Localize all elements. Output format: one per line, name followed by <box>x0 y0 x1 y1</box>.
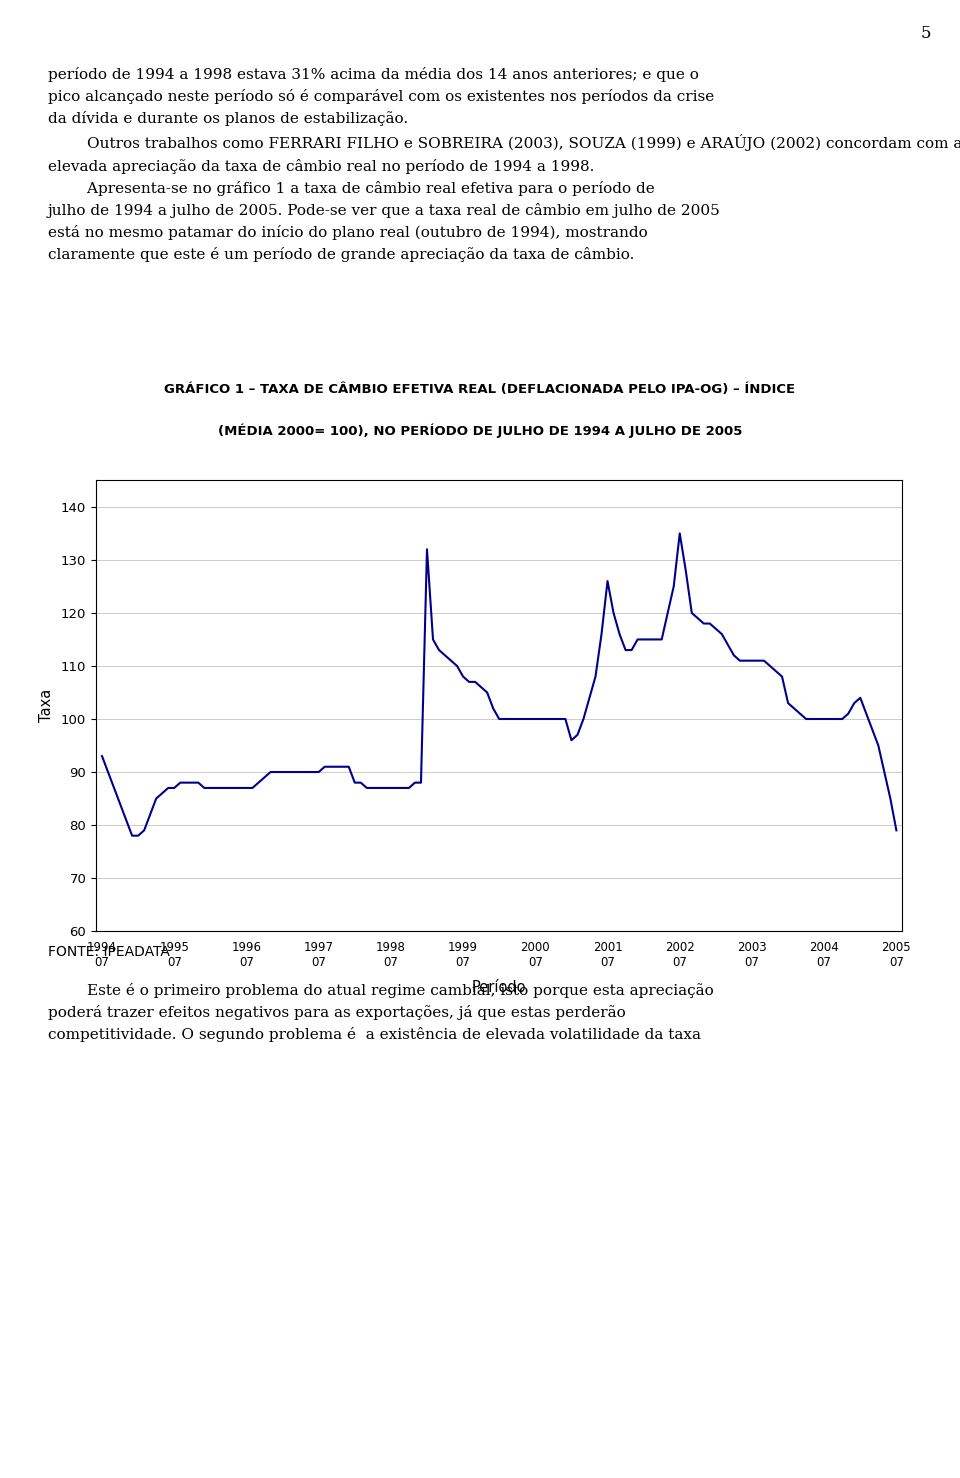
Text: (MÉDIA 2000= 100), NO PERÍODO DE JULHO DE 1994 A JULHO DE 2005: (MÉDIA 2000= 100), NO PERÍODO DE JULHO D… <box>218 424 742 437</box>
X-axis label: Período: Período <box>472 980 526 995</box>
Text: Este é o primeiro problema do atual regime cambial, isto porque esta apreciação
: Este é o primeiro problema do atual regi… <box>48 983 713 1042</box>
Y-axis label: Taxa: Taxa <box>39 689 54 723</box>
Text: GRÁFICO 1 – TAXA DE CÂMBIO EFETIVA REAL (DEFLACIONADA PELO IPA-OG) – ÍNDICE: GRÁFICO 1 – TAXA DE CÂMBIO EFETIVA REAL … <box>164 383 796 396</box>
Text: FONTE: IPEADATA: FONTE: IPEADATA <box>48 944 170 959</box>
Text: 5: 5 <box>921 25 931 43</box>
Text: período de 1994 a 1998 estava 31% acima da média dos 14 anos anteriores; e que o: período de 1994 a 1998 estava 31% acima … <box>48 67 960 262</box>
